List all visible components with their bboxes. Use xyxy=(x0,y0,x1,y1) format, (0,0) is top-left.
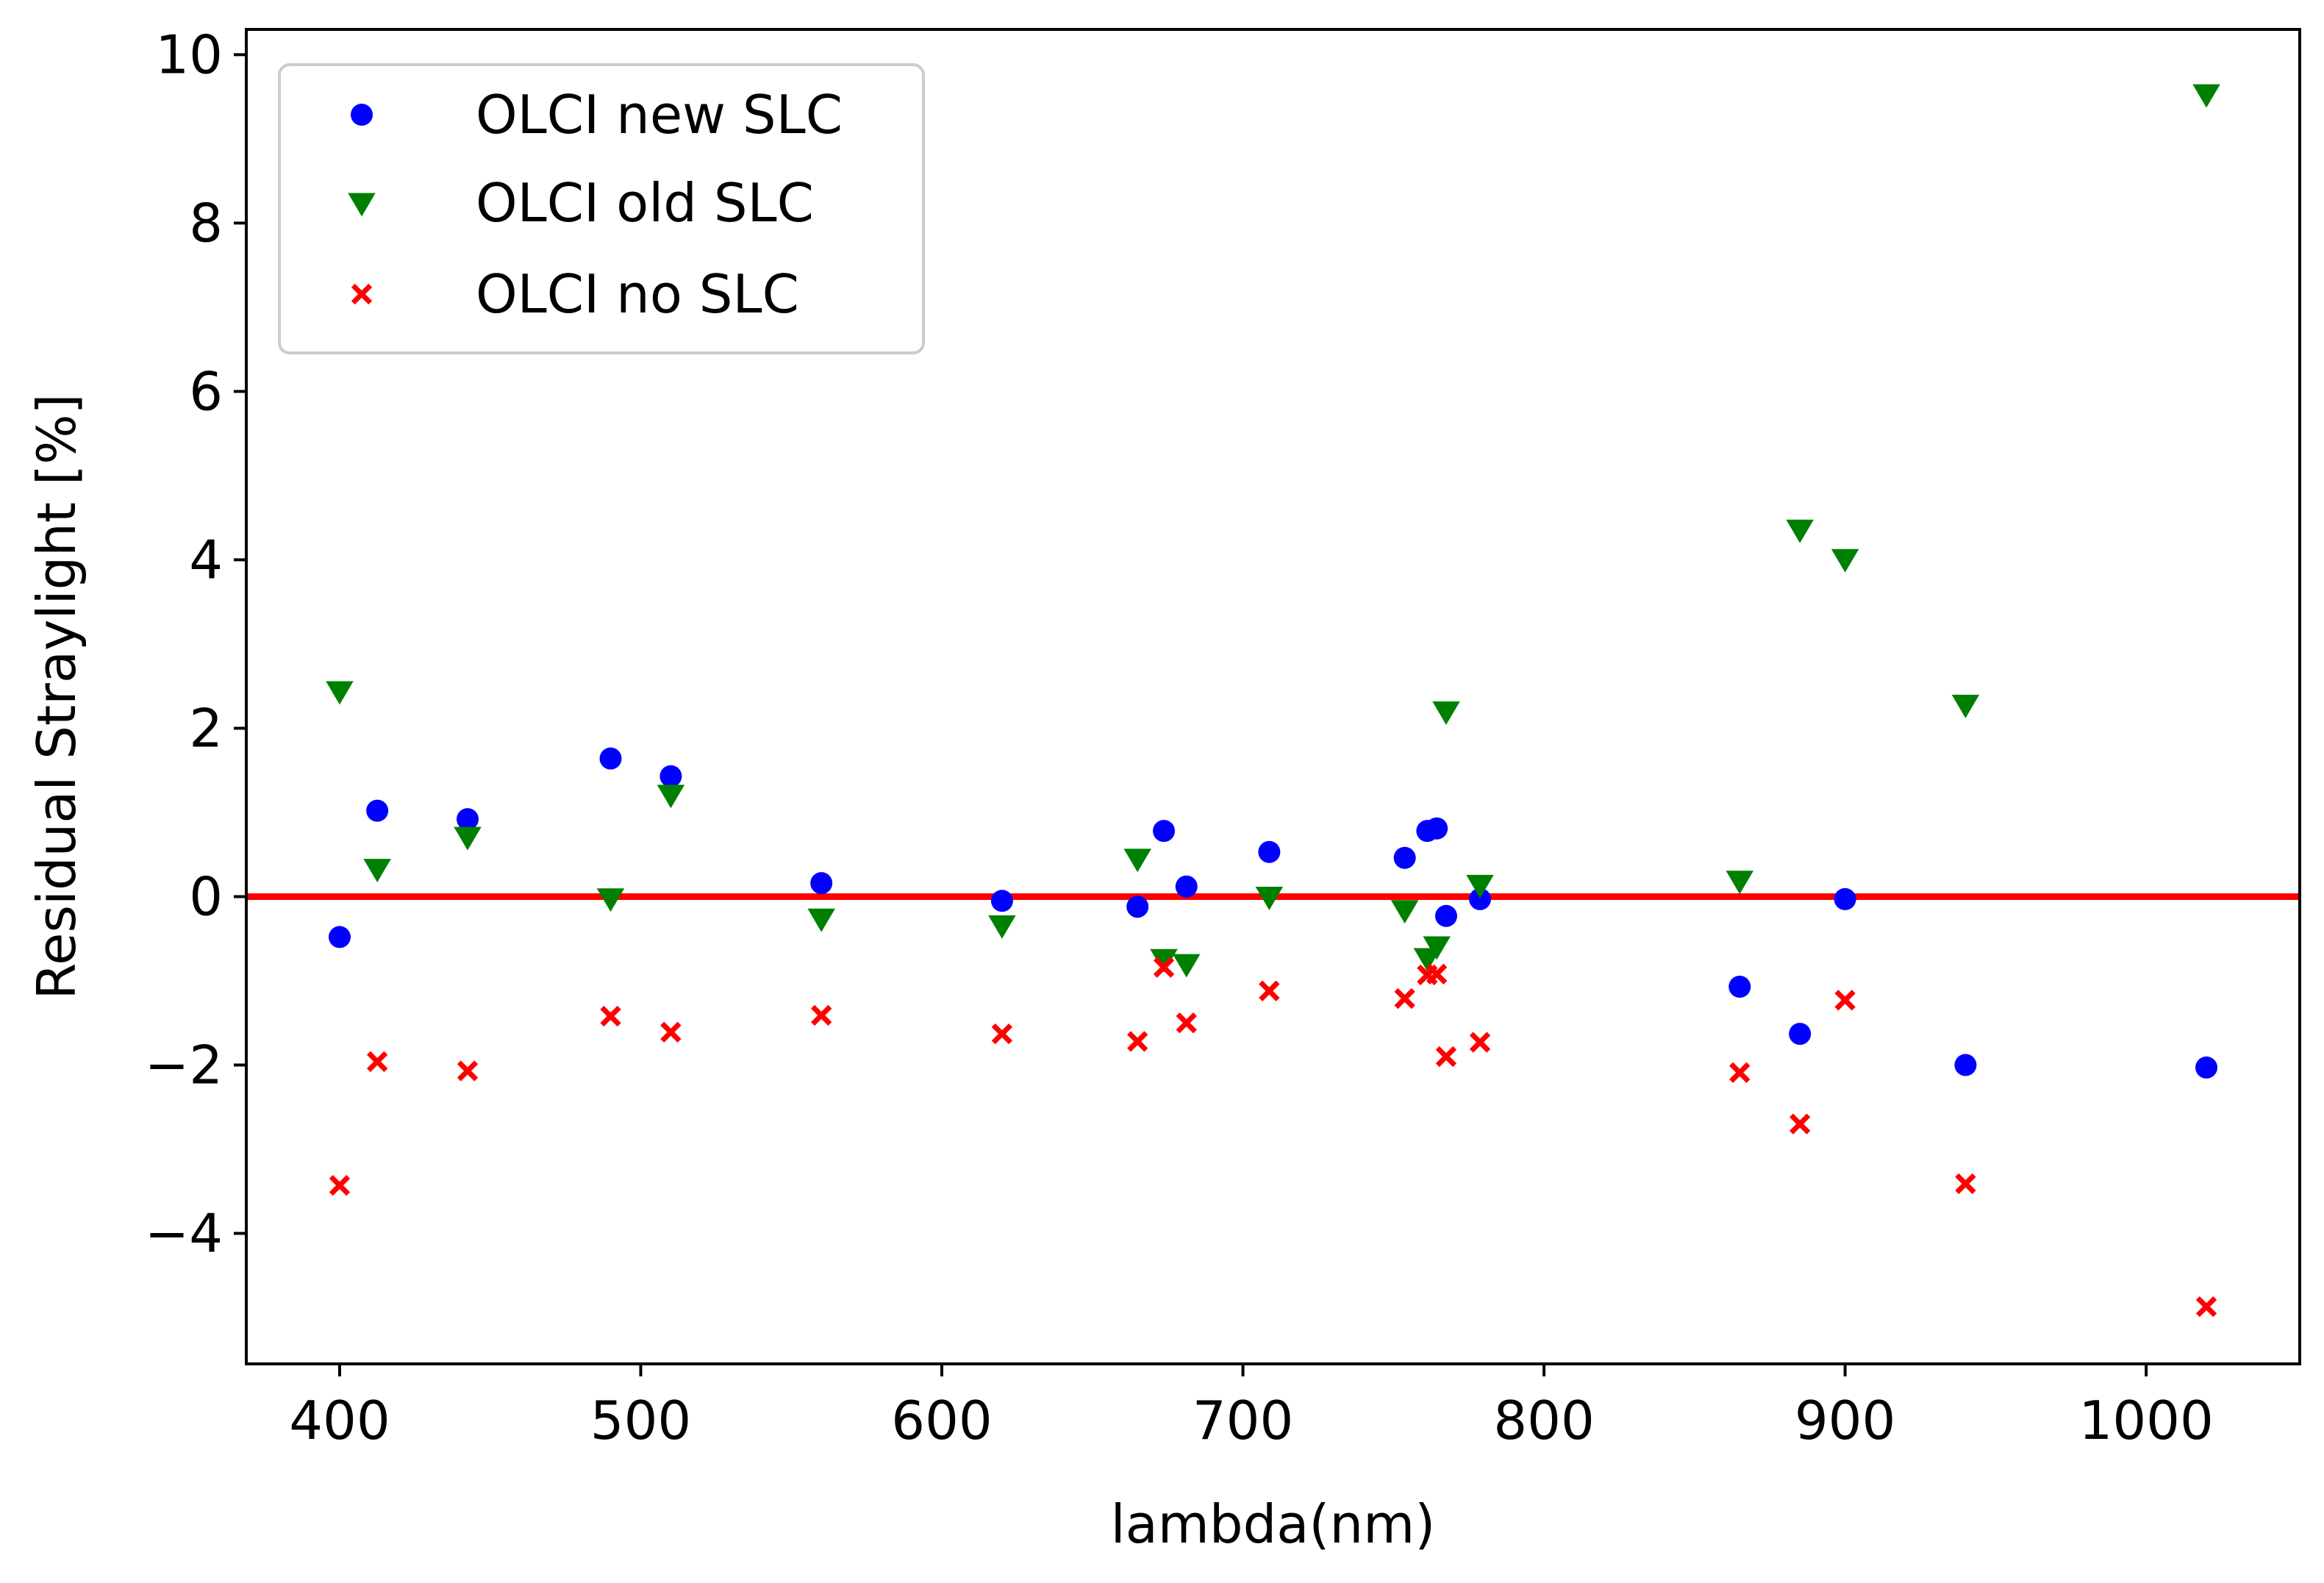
data-point-1-14 xyxy=(1432,701,1460,725)
data-point-1-20 xyxy=(2192,84,2220,108)
data-point-0-18 xyxy=(1834,887,1856,910)
data-point-1-13 xyxy=(1423,936,1451,960)
legend-marker-x xyxy=(351,283,373,305)
y-axis-label: Residual Straylight [%] xyxy=(26,393,87,999)
data-point-2-15 xyxy=(1469,1032,1491,1053)
y-tick-label: 2 xyxy=(189,697,223,759)
x-axis-label: lambda(nm) xyxy=(1111,1493,1436,1555)
data-point-2-13 xyxy=(1426,963,1448,985)
axes-frame xyxy=(245,28,2301,1365)
data-point-1-17 xyxy=(1786,519,1814,543)
data-point-0-10 xyxy=(1258,840,1281,863)
data-point-0-0 xyxy=(328,926,351,948)
data-point-1-19 xyxy=(1951,694,1980,718)
data-point-1-7 xyxy=(1123,848,1151,873)
legend-label: OLCI no SLC xyxy=(476,263,799,325)
data-point-1-18 xyxy=(1831,548,1859,573)
data-point-2-4 xyxy=(660,1021,682,1043)
x-tick-label: 400 xyxy=(289,1390,390,1451)
x-tick-label: 700 xyxy=(1193,1390,1293,1451)
legend-marker-triangle-down xyxy=(348,193,376,217)
data-point-0-9 xyxy=(1175,875,1198,898)
data-point-0-15 xyxy=(1469,887,1492,910)
data-point-1-1 xyxy=(363,859,391,883)
data-point-2-10 xyxy=(1259,980,1280,1001)
x-tick-label: 500 xyxy=(590,1390,691,1451)
data-point-2-7 xyxy=(1127,1031,1148,1052)
data-point-0-4 xyxy=(659,765,682,787)
data-point-1-8 xyxy=(1150,948,1178,973)
legend-marker-circle xyxy=(351,104,373,126)
data-point-0-13 xyxy=(1426,817,1448,840)
data-point-2-3 xyxy=(600,1005,621,1027)
series-triangle-down-group xyxy=(326,84,2220,978)
data-point-2-20 xyxy=(2195,1296,2217,1318)
data-point-1-5 xyxy=(807,908,835,932)
data-point-0-14 xyxy=(1434,904,1457,927)
data-point-1-0 xyxy=(326,681,354,705)
data-point-1-15 xyxy=(1466,874,1494,898)
data-point-0-11 xyxy=(1393,846,1416,869)
data-point-2-2 xyxy=(457,1060,479,1082)
data-point-1-2 xyxy=(454,826,482,851)
plot-inner xyxy=(246,84,2300,1318)
x-tick-label: 800 xyxy=(1493,1390,1594,1451)
data-point-1-16 xyxy=(1726,871,1754,895)
y-tick-label: 4 xyxy=(189,529,223,590)
data-point-0-1 xyxy=(366,799,389,822)
y-tick-label: −2 xyxy=(145,1034,223,1096)
data-point-1-11 xyxy=(1390,900,1419,924)
series-circle-group xyxy=(328,747,2218,1079)
data-point-1-3 xyxy=(596,888,625,912)
axes: 400 500 600 700 800 900 1000 −4 −2 0 2 4 6 8 10 lambda(… xyxy=(26,24,2301,1555)
data-point-2-18 xyxy=(1834,990,1856,1011)
data-point-0-20 xyxy=(2195,1056,2218,1079)
data-point-0-3 xyxy=(599,747,622,770)
y-tick-label: −4 xyxy=(145,1203,223,1265)
series-x-group xyxy=(329,957,2217,1318)
data-point-2-17 xyxy=(1790,1113,1811,1134)
y-tick-label: 0 xyxy=(189,865,223,927)
data-point-1-9 xyxy=(1173,954,1201,978)
y-tick-label: 6 xyxy=(189,360,223,422)
data-point-2-1 xyxy=(366,1051,388,1073)
data-point-0-5 xyxy=(810,872,833,895)
data-point-2-11 xyxy=(1394,987,1415,1010)
data-point-0-2 xyxy=(457,808,479,831)
data-point-0-19 xyxy=(1954,1054,1977,1076)
x-tick-label: 900 xyxy=(1795,1390,1895,1451)
data-point-2-9 xyxy=(1176,1012,1197,1034)
plot-area xyxy=(246,84,2300,1318)
legend-box xyxy=(278,63,925,354)
data-point-0-8 xyxy=(1153,820,1176,843)
data-point-1-10 xyxy=(1255,886,1284,910)
legend-label: OLCI old SLC xyxy=(476,172,814,234)
data-point-0-6 xyxy=(990,890,1013,912)
legend-label: OLCI new SLC xyxy=(476,84,843,146)
data-point-2-0 xyxy=(329,1175,351,1196)
x-tick-label: 1000 xyxy=(2079,1390,2214,1451)
data-point-2-6 xyxy=(991,1023,1013,1045)
x-tick-label: 600 xyxy=(891,1390,992,1451)
legend: OLCI new SLC OLCI old SLC OLCI no SLC xyxy=(278,63,925,354)
data-point-1-4 xyxy=(657,785,685,809)
y-tick-label: 10 xyxy=(155,24,223,85)
data-point-1-6 xyxy=(988,915,1016,939)
data-point-0-17 xyxy=(1789,1023,1812,1046)
data-point-2-14 xyxy=(1435,1046,1457,1068)
data-point-2-19 xyxy=(1955,1173,1976,1195)
data-point-0-16 xyxy=(1728,975,1751,998)
y-tick-label: 8 xyxy=(189,192,223,254)
data-point-2-5 xyxy=(811,1004,832,1026)
data-point-0-7 xyxy=(1126,896,1149,918)
data-point-2-16 xyxy=(1729,1062,1751,1083)
data-point-2-8 xyxy=(1153,957,1175,978)
